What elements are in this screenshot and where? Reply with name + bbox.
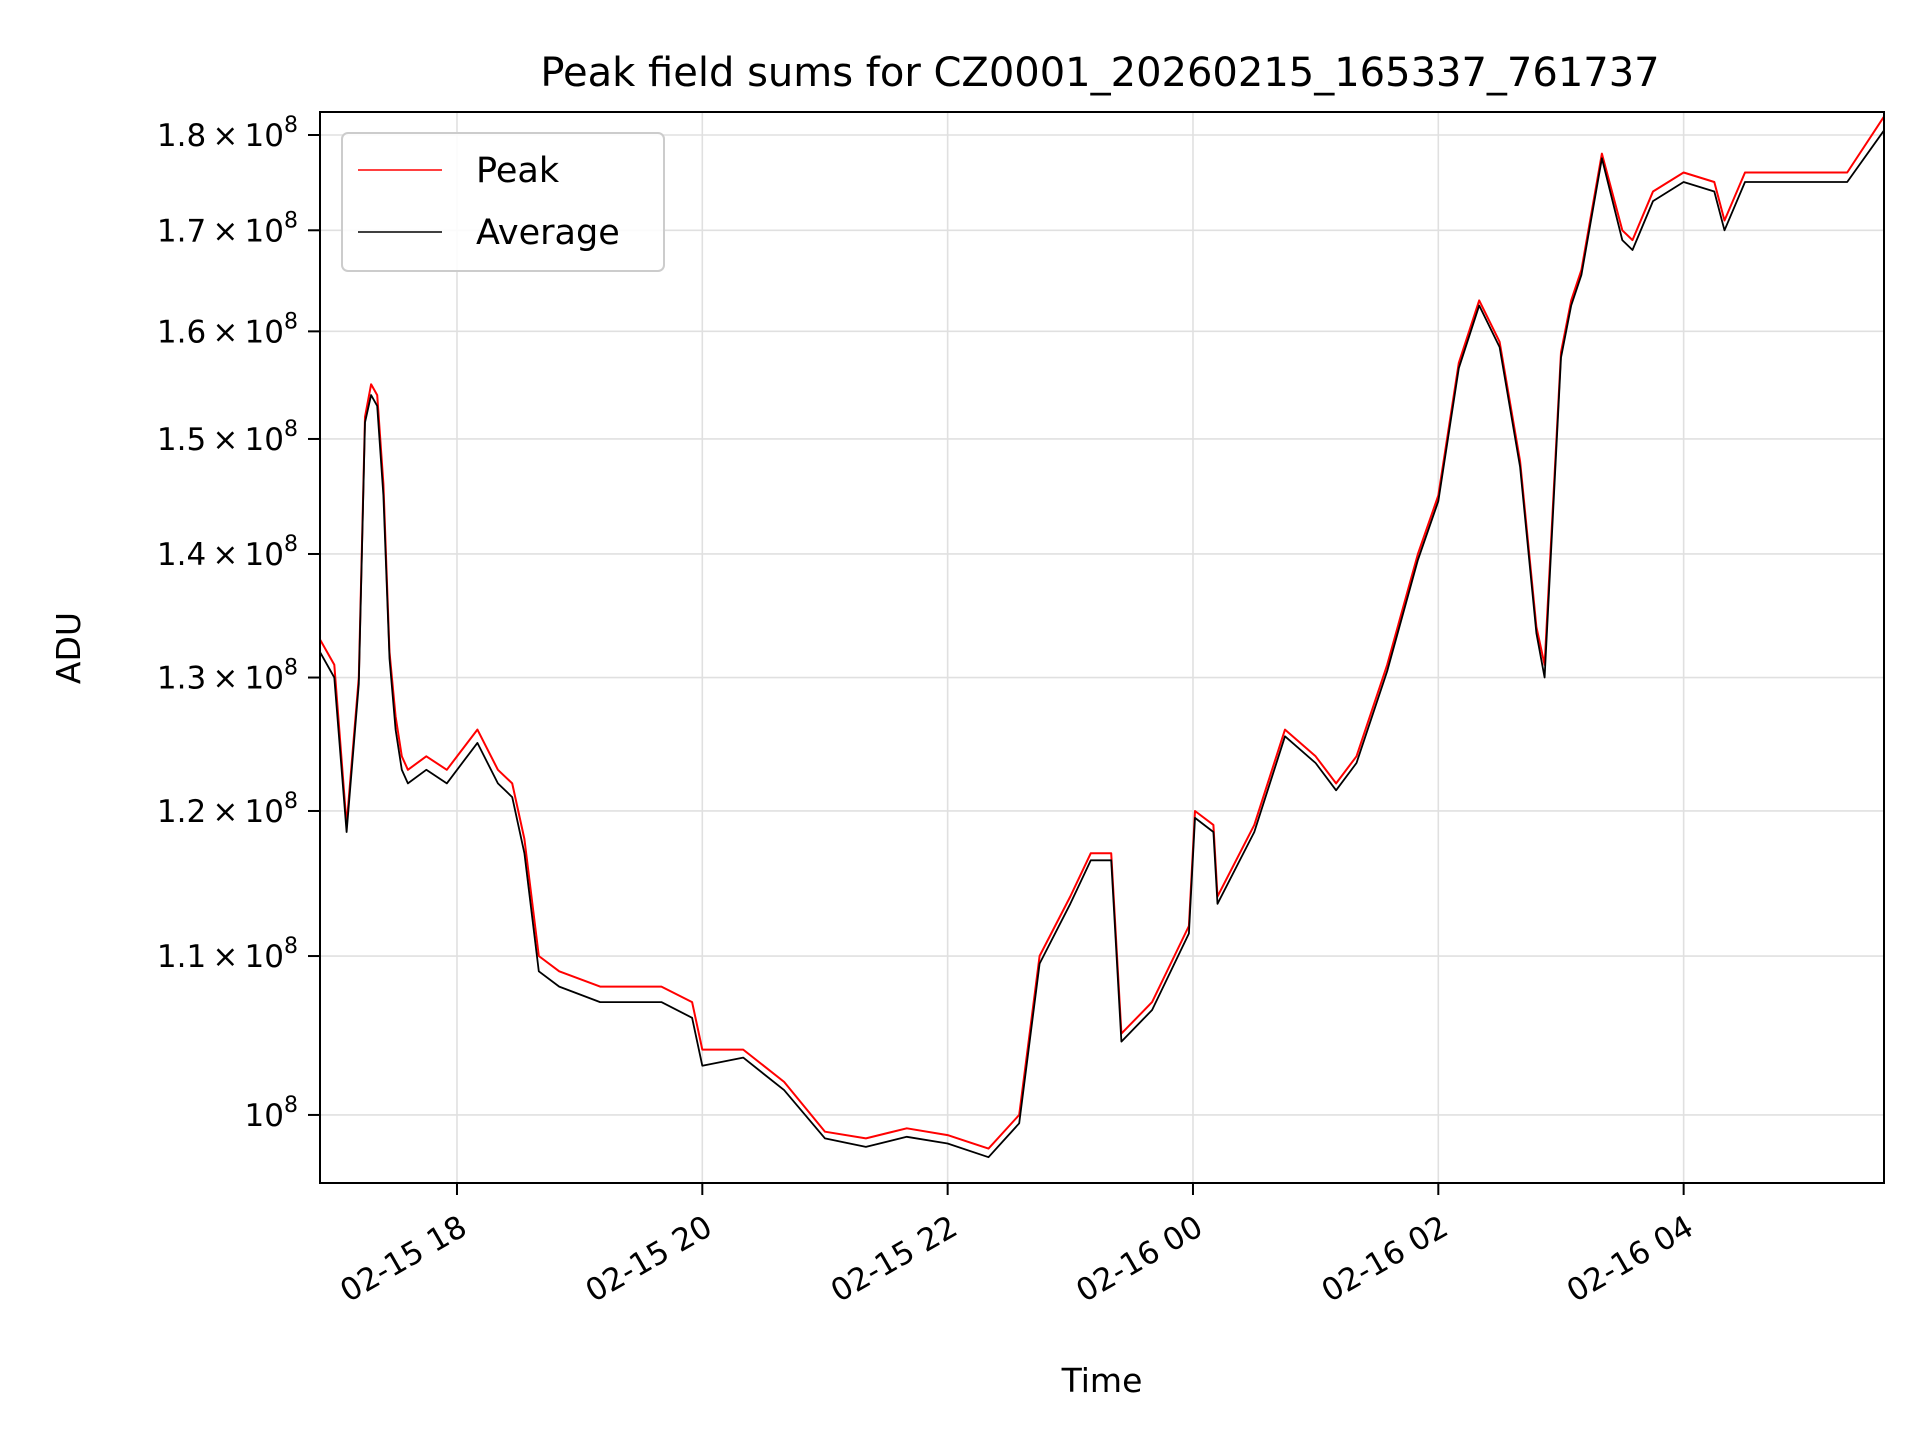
y-tick-mantissa: 1.5 × 10 (157, 422, 284, 458)
y-tick-mantissa: 1.3 × 10 (157, 661, 284, 697)
y-tick-exponent: 8 (284, 789, 298, 814)
x-tick-label: 02-16 00 (1070, 1209, 1209, 1310)
x-tick-label: 02-15 22 (825, 1209, 964, 1310)
legend-label-peak: Peak (476, 151, 560, 191)
y-tick-exponent: 8 (284, 934, 298, 959)
series-line-average (320, 129, 1884, 1159)
y-tick-mantissa: 1.1 × 10 (157, 939, 284, 975)
y-tick-exponent: 8 (284, 113, 298, 138)
y-tick-mantissa: 1.2 × 10 (157, 794, 284, 830)
series-layer (320, 116, 1884, 1159)
y-tick-label: 1.3 × 108 (157, 656, 298, 697)
y-tick-exponent: 8 (284, 309, 298, 334)
y-tick-mantissa: 1.8 × 10 (157, 118, 284, 154)
series-line-peak (320, 116, 1884, 1150)
y-tick-label: 1.4 × 108 (157, 532, 298, 573)
x-axis-ticks: 02-15 18 02-15 20 02-15 22 02-16 00 02-16 02… (334, 1183, 1700, 1310)
y-tick-exponent: 8 (284, 532, 298, 557)
y-tick-mantissa: 1.6 × 10 (157, 314, 284, 350)
y-tick-label: 1.7 × 108 (157, 208, 298, 249)
x-tick-label: 02-16 04 (1561, 1209, 1700, 1310)
legend-label-average: Average (476, 213, 620, 253)
y-tick-exponent: 8 (284, 1093, 298, 1118)
y-tick-label: 1.6 × 108 (157, 309, 298, 350)
y-tick-exponent: 8 (284, 208, 298, 233)
x-tick-label: 02-16 02 (1316, 1209, 1455, 1310)
grid (320, 112, 1884, 1183)
y-tick-label: 1.2 × 108 (157, 789, 298, 830)
y-tick-mantissa: 1.4 × 10 (157, 537, 284, 573)
y-axis-label: ADU (49, 612, 88, 684)
plot-frame (319, 111, 1885, 1184)
x-tick-label: 02-15 18 (334, 1209, 473, 1310)
legend-box (341, 132, 665, 272)
y-tick-exponent: 8 (284, 656, 298, 681)
legend: Peak Average (341, 132, 665, 272)
y-tick-label: 1.1 × 108 (157, 934, 298, 975)
y-tick-exponent: 8 (284, 417, 298, 442)
chart-title: Peak field sums for CZ0001_20260215_1653… (540, 50, 1659, 96)
y-tick-label: 1.5 × 108 (157, 417, 298, 458)
x-axis-label: Time (1061, 1361, 1143, 1400)
y-tick-label: 108 (245, 1093, 298, 1134)
y-tick-mantissa: 10 (245, 1098, 284, 1134)
x-tick-label: 02-15 20 (580, 1209, 719, 1310)
y-tick-mantissa: 1.7 × 10 (157, 213, 284, 249)
y-tick-label: 1.8 × 108 (157, 113, 298, 154)
